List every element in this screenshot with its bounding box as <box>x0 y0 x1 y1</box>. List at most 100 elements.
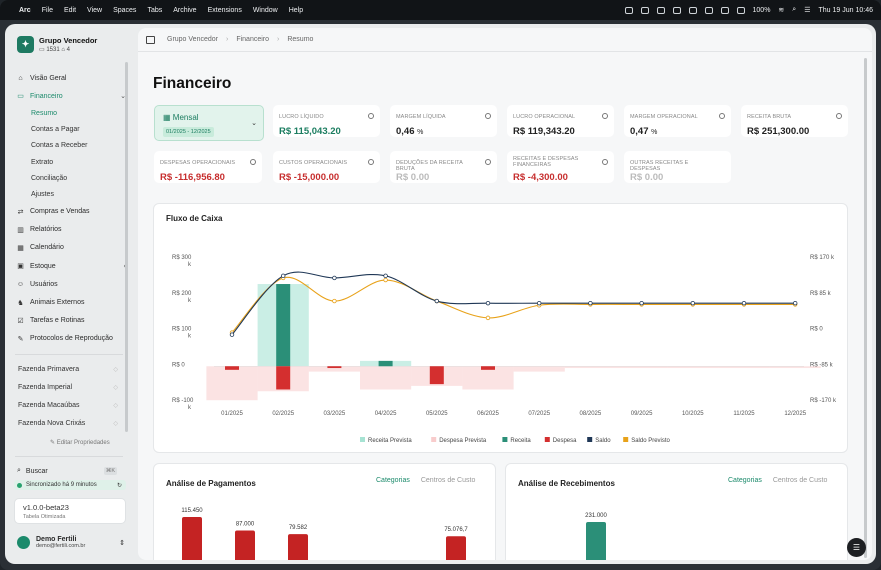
legend-label: Receita <box>510 438 531 444</box>
nav-sub-contas-receber[interactable]: Contas a Receber <box>31 142 88 150</box>
version-card[interactable]: v1.0.0-beta23 Tabela Otimizada <box>14 498 126 524</box>
farm-name: Fazenda Primavera <box>18 365 80 373</box>
status-area: 100% ≋ ⌕ ☰ Thu 19 Jun 10:46 <box>624 6 874 14</box>
y-tick-left: R$ 100 <box>172 327 192 333</box>
menu-extensions[interactable]: Extensions <box>207 6 242 14</box>
tab-categorias[interactable]: Categorias <box>728 477 762 484</box>
point-saldo <box>280 273 286 279</box>
nav-compras-vendas[interactable]: ⇄ Compras e Vendas <box>16 203 126 221</box>
menu-window[interactable]: Window <box>252 6 278 14</box>
period-select[interactable]: ▦ Mensal 01/2025 - 12/2025 ⌄ <box>154 105 264 141</box>
info-icon[interactable] <box>368 113 374 119</box>
info-icon[interactable] <box>602 113 608 119</box>
status-icon[interactable] <box>672 6 681 14</box>
kpi-value: R$ -15,000.00 <box>279 172 339 183</box>
legend-swatch <box>587 437 593 442</box>
tab-centros-custo[interactable]: Centros de Custo <box>772 477 828 484</box>
breadcrumb-org[interactable]: Grupo Vencedor <box>167 36 218 43</box>
kpi-card: MARGEM OPERACIONAL 0,47 % <box>624 105 731 137</box>
data-label: 79.582 <box>289 525 308 531</box>
menu-tabs[interactable]: Tabs <box>147 6 163 14</box>
tab-categorias[interactable]: Categorias <box>376 477 410 484</box>
info-icon[interactable] <box>368 159 374 165</box>
farm-item[interactable]: Fazenda Primavera ◇ <box>18 360 118 378</box>
info-icon[interactable] <box>602 159 608 165</box>
y-tick-left-unit: k <box>188 405 192 411</box>
farm-list: Fazenda Primavera ◇ Fazenda Imperial ◇ Faz… <box>18 360 118 433</box>
chat-button[interactable]: ☰ <box>847 538 866 557</box>
y-tick-right: R$ 170 k <box>810 255 835 261</box>
main-scrollbar[interactable] <box>864 58 867 558</box>
menu-edit[interactable]: Edit <box>63 6 77 14</box>
info-icon[interactable] <box>485 159 491 165</box>
receipts-title: Análise de Recebimentos <box>518 479 615 488</box>
nav-sub-extrato[interactable]: Extrato <box>31 158 54 166</box>
bar-receita <box>378 360 393 367</box>
nav-estoque[interactable]: ▣ Estoque ‹ <box>16 257 126 275</box>
info-icon[interactable] <box>485 113 491 119</box>
nav-tarefas[interactable]: ☑ Tarefas e Rotinas <box>16 312 126 330</box>
nav-usuarios[interactable]: ☺ Usuários <box>16 275 126 293</box>
org-count: 4 <box>66 47 71 53</box>
menu-app[interactable]: Arc <box>19 6 31 14</box>
chat-icon: ☰ <box>852 543 861 552</box>
status-icon[interactable] <box>688 6 697 14</box>
breadcrumb-financeiro[interactable]: Financeiro <box>236 36 270 43</box>
info-icon[interactable] <box>250 159 256 165</box>
nav-animais-externos[interactable]: ♞ Animais Externos <box>16 293 126 311</box>
legend-label: Despesa Prevista <box>439 438 487 444</box>
nav-sub-contas-pagar[interactable]: Contas a Pagar <box>31 126 80 134</box>
menu-view[interactable]: View <box>87 6 103 14</box>
kpi-number: R$ 251,300.00 <box>747 126 810 137</box>
status-icon[interactable] <box>704 6 713 14</box>
bar-despesa-prevista <box>206 366 258 401</box>
kpi-number: 0,47 <box>630 126 649 137</box>
calendar-icon: ▦ <box>17 244 24 252</box>
farm-item[interactable]: Fazenda Macaúbas ◇ <box>18 396 118 414</box>
status-icon[interactable] <box>640 6 649 14</box>
nav-label: Usuários <box>30 280 58 288</box>
period-name: Mensal <box>172 113 199 122</box>
nav-calendario[interactable]: ▦ Calendário <box>16 239 126 257</box>
menu-file[interactable]: File <box>41 6 53 14</box>
battery-icon[interactable] <box>736 6 745 14</box>
farm-item[interactable]: Fazenda Nova Crixás ◇ <box>18 415 118 433</box>
clock[interactable]: Thu 19 Jun 10:46 <box>818 6 874 14</box>
spotlight-icon[interactable]: ⌕ <box>792 6 797 13</box>
nav-relatorios[interactable]: ▥ Relatórios <box>16 221 126 239</box>
nav-sub-conciliacao[interactable]: Conciliação <box>31 174 68 182</box>
kpi-card: RECEITA BRUTA R$ 251,300.00 <box>741 105 848 137</box>
user-menu[interactable]: Demo Fertili demo@fertili.com.br ⇕ <box>17 536 125 549</box>
refresh-icon[interactable]: ↻ <box>116 482 122 489</box>
sidebar-scrollbar[interactable] <box>125 62 128 432</box>
control-center-icon[interactable]: ☰ <box>804 7 811 14</box>
swap-icon: ◇ <box>113 402 118 409</box>
bluetooth-icon[interactable] <box>720 6 729 14</box>
breadcrumb-resumo[interactable]: Resumo <box>287 36 314 43</box>
menu-help[interactable]: Help <box>288 6 304 14</box>
nav-sub-resumo[interactable]: Resumo <box>31 109 58 117</box>
status-icon[interactable] <box>656 6 665 14</box>
point-saldo <box>485 300 491 306</box>
tab-centros-custo[interactable]: Centros de Custo <box>420 477 476 484</box>
kpi-card: LUCRO OPERACIONAL R$ 119,343.20 <box>507 105 614 137</box>
menu-archive[interactable]: Archive <box>173 6 197 14</box>
nav-protocolos[interactable]: ✎ Protocolos de Reprodução <box>16 330 126 348</box>
edit-properties-link[interactable]: ✎ Editar Propriedades <box>50 439 110 446</box>
nav-financeiro[interactable]: ▭ Financeiro ⌄ <box>16 87 126 105</box>
sidebar-toggle-icon[interactable] <box>146 35 155 44</box>
nav-label: Protocolos de Reprodução <box>30 335 113 343</box>
wifi-icon[interactable]: ≋ <box>778 7 785 14</box>
farm-item[interactable]: Fazenda Imperial ◇ <box>18 378 118 396</box>
status-icon[interactable] <box>624 6 633 14</box>
x-tick: 10/2025 <box>682 411 704 417</box>
info-icon[interactable] <box>836 113 842 119</box>
legend-label: Despesa <box>553 438 577 444</box>
nav-visao-geral[interactable]: ⌂ Visão Geral <box>16 69 126 87</box>
battery-percent[interactable]: 100% <box>752 6 771 14</box>
menu-spaces[interactable]: Spaces <box>113 6 137 14</box>
nav-sub-ajustes[interactable]: Ajustes <box>31 190 54 198</box>
info-icon[interactable] <box>719 113 725 119</box>
org-switcher[interactable]: ✦ Grupo Vencedor ▭ 1531 ⌂ 4 <box>17 36 97 53</box>
search-button[interactable]: ⌕ Buscar ⌘K <box>17 467 117 475</box>
